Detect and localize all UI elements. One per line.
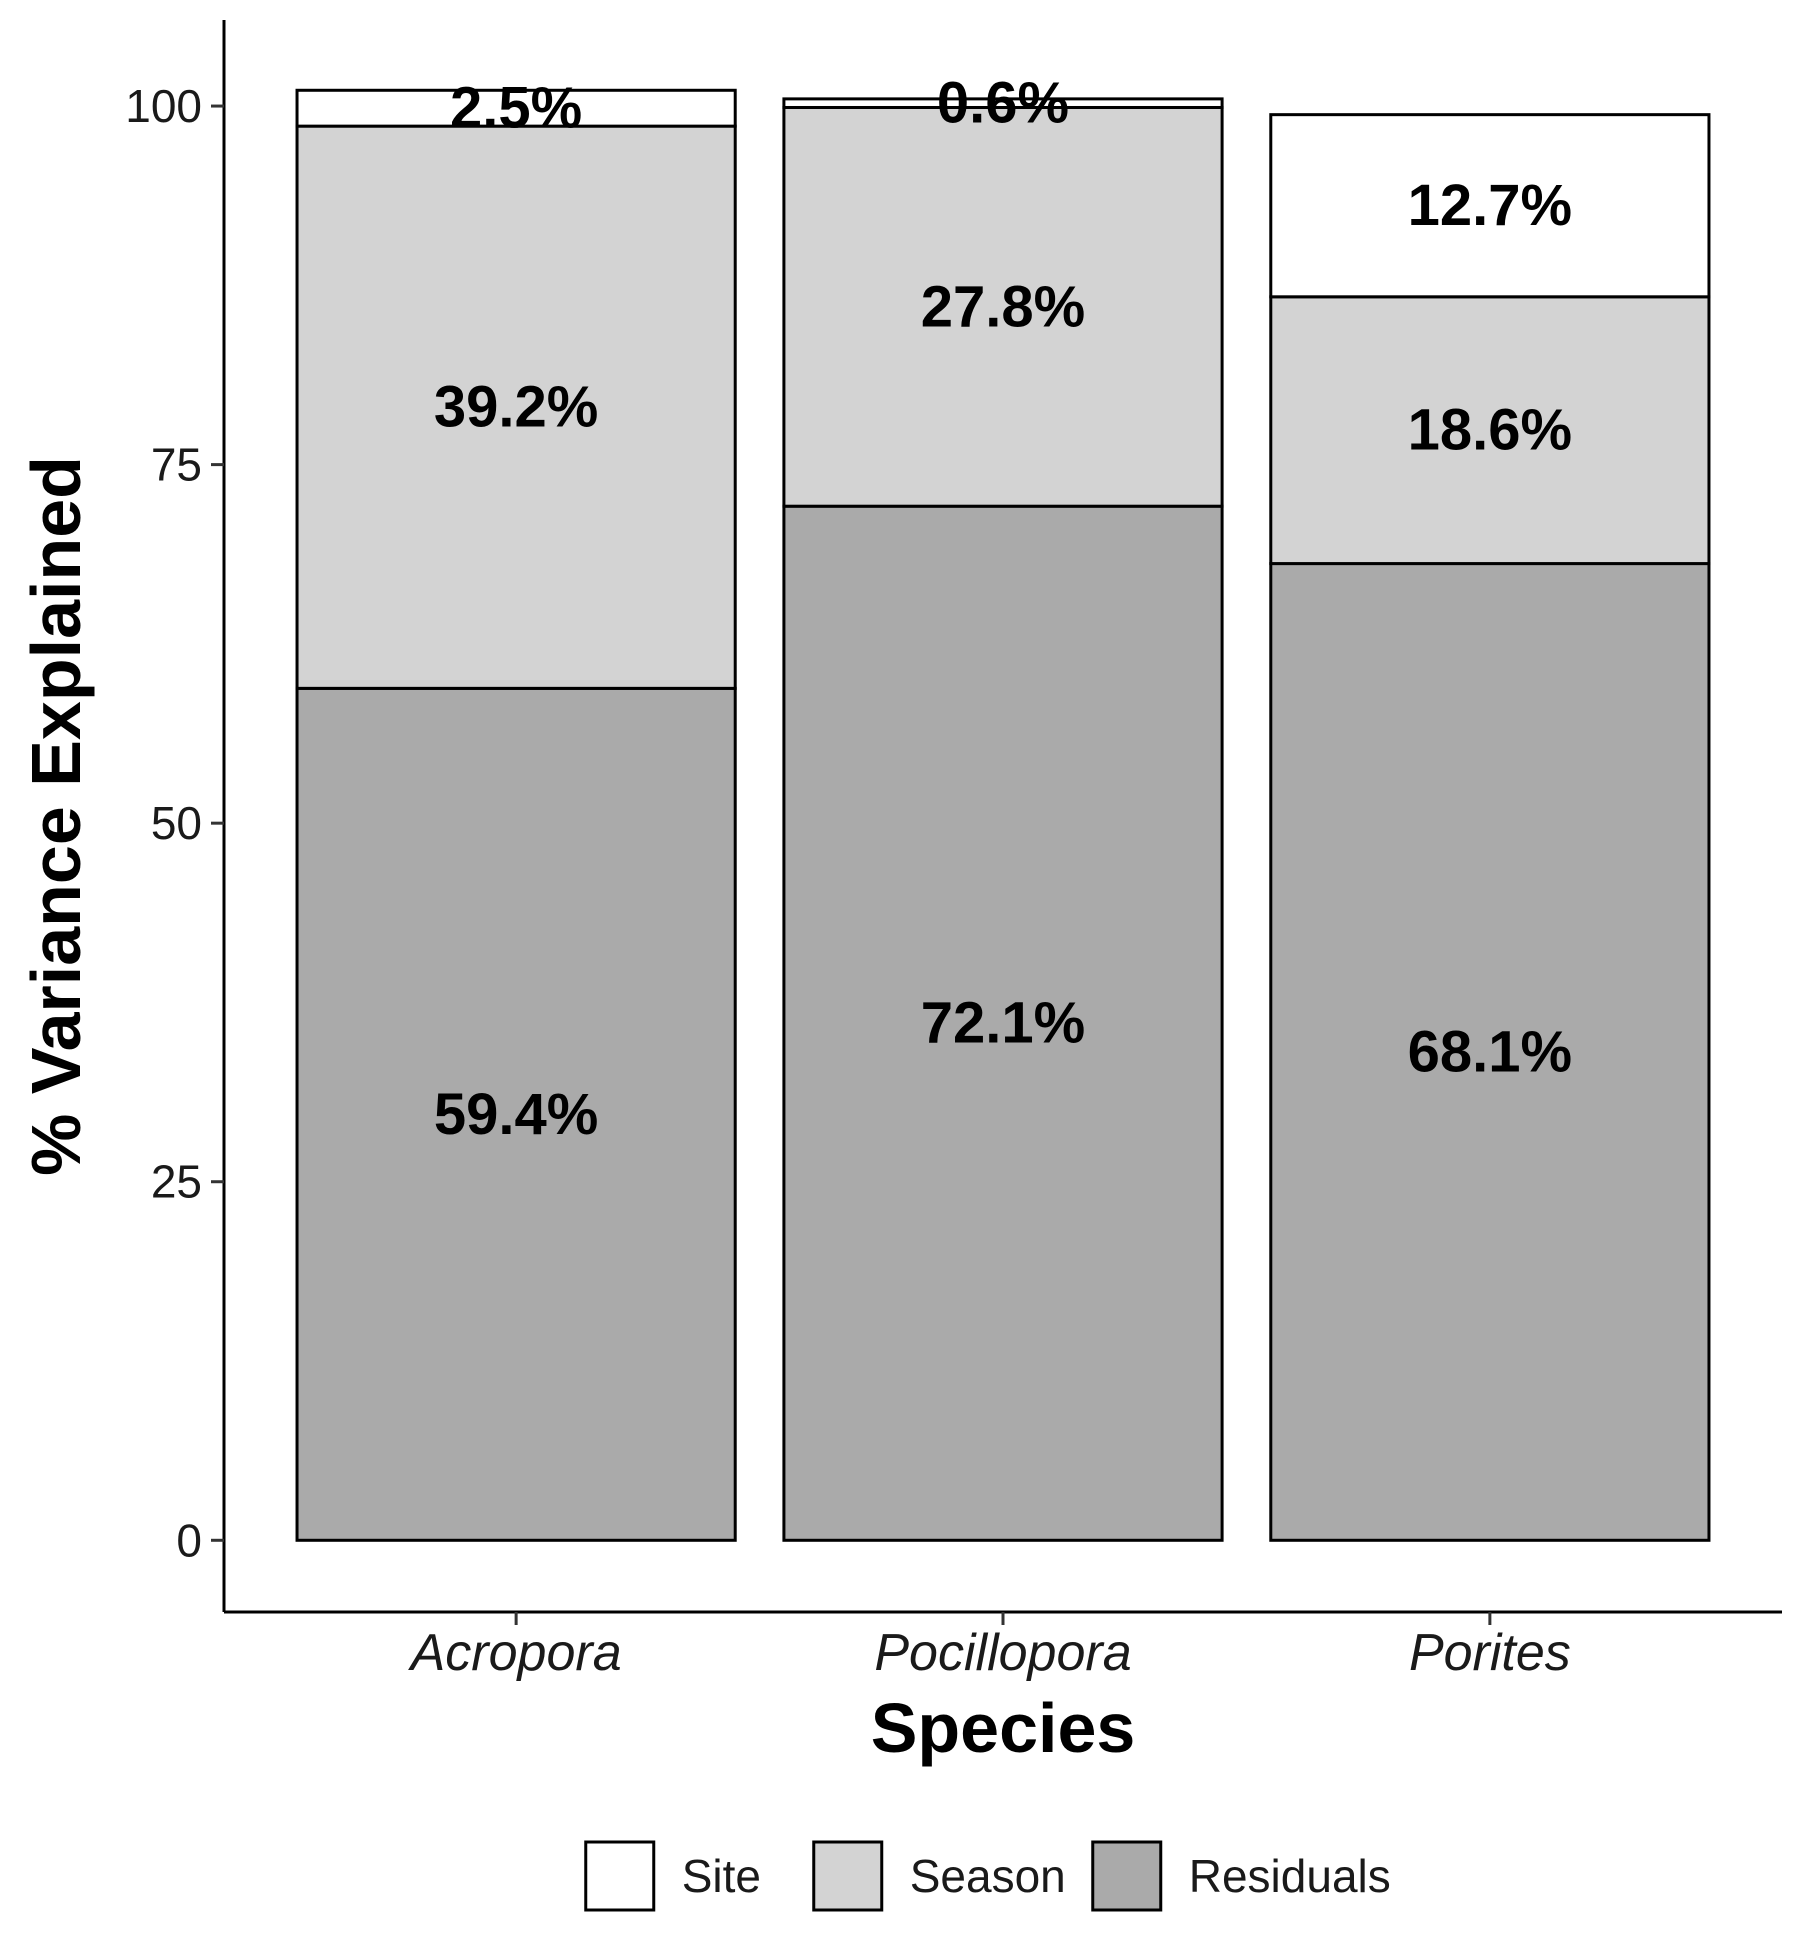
bar-segment-season-porites: [1269, 295, 1711, 566]
y-tick-label: 75: [151, 439, 202, 491]
bar-segment-site-porites: [1269, 113, 1711, 299]
bar-segment-season-acropora: [295, 124, 737, 690]
legend-key-season: [812, 1840, 884, 1912]
data-label: 39.2%: [434, 375, 598, 440]
x-tick-label: Porites: [1409, 1624, 1571, 1682]
legend-key-site: [584, 1840, 656, 1912]
y-tick-label: 0: [176, 1514, 202, 1566]
data-label: 2.5%: [450, 76, 582, 141]
legend: Site Season Residuals: [584, 1840, 1391, 1912]
y-ticks-layer: 0 25 50 75 100: [125, 80, 224, 1566]
data-label: 68.1%: [1408, 1019, 1572, 1084]
data-label: 59.4%: [434, 1082, 598, 1147]
x-ticks-layer: Acropora Pocillopora Porites: [408, 1612, 1571, 1682]
legend-label-site: Site: [682, 1850, 761, 1902]
bar-segment-site-pocillopora: [782, 97, 1224, 109]
bars-layer: [295, 88, 1711, 1542]
y-tick-label: 100: [125, 80, 202, 132]
data-label: 0.6%: [937, 71, 1069, 136]
y-tick-label: 25: [151, 1156, 202, 1208]
bar-labels-layer: 59.4% 39.2% 2.5% 72.1% 27.8% 0.6% 68.1% 18.6% 12…: [434, 71, 1572, 1147]
bar-segment-site-acropora: [295, 88, 737, 128]
legend-key-residuals: [1091, 1840, 1163, 1912]
data-label: 12.7%: [1408, 173, 1572, 238]
legend-label-residuals: Residuals: [1189, 1850, 1391, 1902]
legend-label-season: Season: [910, 1850, 1066, 1902]
x-tick-label: Pocillopora: [874, 1624, 1131, 1682]
y-axis-title: % Variance Explained: [17, 456, 95, 1176]
bar-segment-residuals-porites: [1269, 562, 1711, 1542]
x-tick-label: Acropora: [408, 1624, 622, 1682]
bar-segment-residuals-acropora: [295, 686, 737, 1542]
bar-segment-season-pocillopora: [782, 105, 1224, 508]
data-label: 72.1%: [921, 991, 1085, 1056]
bar-segment-residuals-pocillopora: [782, 504, 1224, 1542]
y-tick-label: 50: [151, 797, 202, 849]
data-label: 27.8%: [921, 274, 1085, 339]
data-label: 18.6%: [1408, 398, 1572, 463]
x-axis-title: Species: [871, 1689, 1136, 1767]
